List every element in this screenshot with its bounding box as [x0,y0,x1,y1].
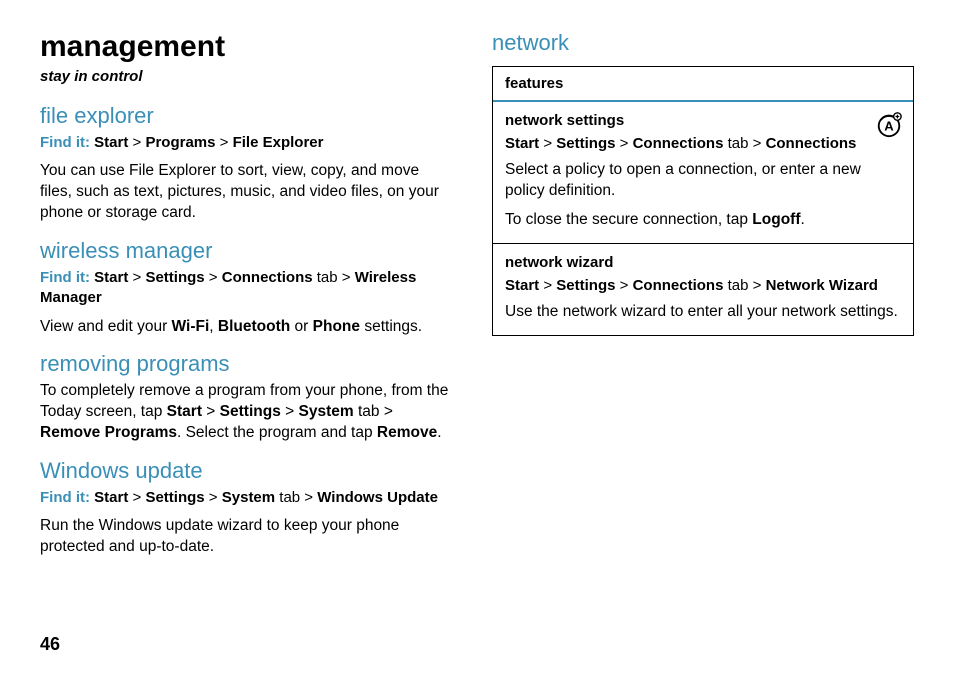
path-start: Start [505,135,539,152]
heading-wireless-manager: wireless manager [40,238,452,264]
text: . Select the program and tap [177,424,377,441]
heading-windows-update: Windows update [40,458,452,484]
path-start: Start [94,134,128,151]
body-file-explorer: You can use File Explorer to sort, view,… [40,161,452,224]
path-sep: > [205,269,222,286]
auto-a-plus-icon: A [875,110,903,138]
page-number: 46 [40,634,60,655]
path-settings: Settings [145,489,204,506]
text: . [437,424,441,441]
path-sep: > [615,277,632,294]
features-table: features A network settings Start > Sett… [492,66,914,336]
remove-label: Remove [377,424,437,441]
path-windows-update: Windows Update [317,489,438,506]
path-start: Start [505,277,539,294]
wifi-label: Wi-Fi [172,318,210,335]
tab-word: tab > [275,489,317,506]
page-title: management [40,30,452,64]
path-sep: > [215,134,232,151]
tagline: stay in control [40,68,452,85]
feature-body: To close the secure connection, tap Logo… [505,210,901,231]
path-settings: Settings [145,269,204,286]
left-column: management stay in control file explorer… [40,30,452,657]
logoff-label: Logoff [752,211,800,228]
path-network-wizard: Network Wizard [766,277,878,294]
heading-network: network [492,30,914,56]
path-connections: Connections [633,135,724,152]
path-sep: > [615,135,632,152]
path-connections: Connections [222,269,313,286]
right-column: network features A network settings [492,30,914,657]
text: , [209,318,218,335]
path-sep: > [539,277,556,294]
text: . [801,211,805,228]
path-settings: Settings [556,135,615,152]
findit-windows-update: Find it: Start > Settings > System tab >… [40,488,452,508]
text: or [290,318,312,335]
findit-label: Find it: [40,134,94,151]
path-start: Start [94,269,128,286]
findit-wireless-manager: Find it: Start > Settings > Connections … [40,268,452,309]
text: settings. [360,318,422,335]
path-system: System [299,403,354,420]
path-sep: > [539,135,556,152]
feature-path: Start > Settings > Connections tab > Con… [505,135,901,152]
path-settings: Settings [556,277,615,294]
path-sep: > [128,489,145,506]
path-connections2: Connections [766,135,857,152]
features-header: features [493,67,913,102]
path-sep: > [128,269,145,286]
path-system: System [222,489,275,506]
svg-text:A: A [884,119,894,134]
path-settings: Settings [220,403,281,420]
body-wireless-manager: View and edit your Wi-Fi, Bluetooth or P… [40,317,452,338]
heading-file-explorer: file explorer [40,103,452,129]
feature-title: network wizard [505,254,901,271]
path-remove-programs: Remove Programs [40,424,177,441]
tab-word: tab > [723,277,765,294]
feature-row-network-wizard: network wizard Start > Settings > Connec… [493,244,913,335]
path-programs: Programs [145,134,215,151]
path-file-explorer: File Explorer [233,134,324,151]
path-sep: > [281,403,299,420]
findit-file-explorer: Find it: Start > Programs > File Explore… [40,133,452,153]
path-connections: Connections [633,277,724,294]
path-sep: > [202,403,220,420]
tab-word: tab > [313,269,355,286]
path-sep: > [205,489,222,506]
text: View and edit your [40,318,172,335]
feature-body: Select a policy to open a connection, or… [505,160,901,202]
findit-label: Find it: [40,489,94,506]
path-sep: > [128,134,145,151]
manual-page: management stay in control file explorer… [0,0,954,677]
findit-label: Find it: [40,269,94,286]
phone-label: Phone [313,318,360,335]
feature-body: Use the network wizard to enter all your… [505,302,901,323]
feature-path: Start > Settings > Connections tab > Net… [505,277,901,294]
body-removing-programs: To completely remove a program from your… [40,381,452,444]
bluetooth-label: Bluetooth [218,318,290,335]
tab-word: tab > [723,135,765,152]
tab-word: tab > [354,403,393,420]
text: To close the secure connection, tap [505,211,752,228]
path-start: Start [94,489,128,506]
path-start: Start [167,403,202,420]
heading-removing-programs: removing programs [40,351,452,377]
body-windows-update: Run the Windows update wizard to keep yo… [40,516,452,558]
feature-title: network settings [505,112,901,129]
feature-row-network-settings: A network settings Start > Settings > Co… [493,102,913,244]
